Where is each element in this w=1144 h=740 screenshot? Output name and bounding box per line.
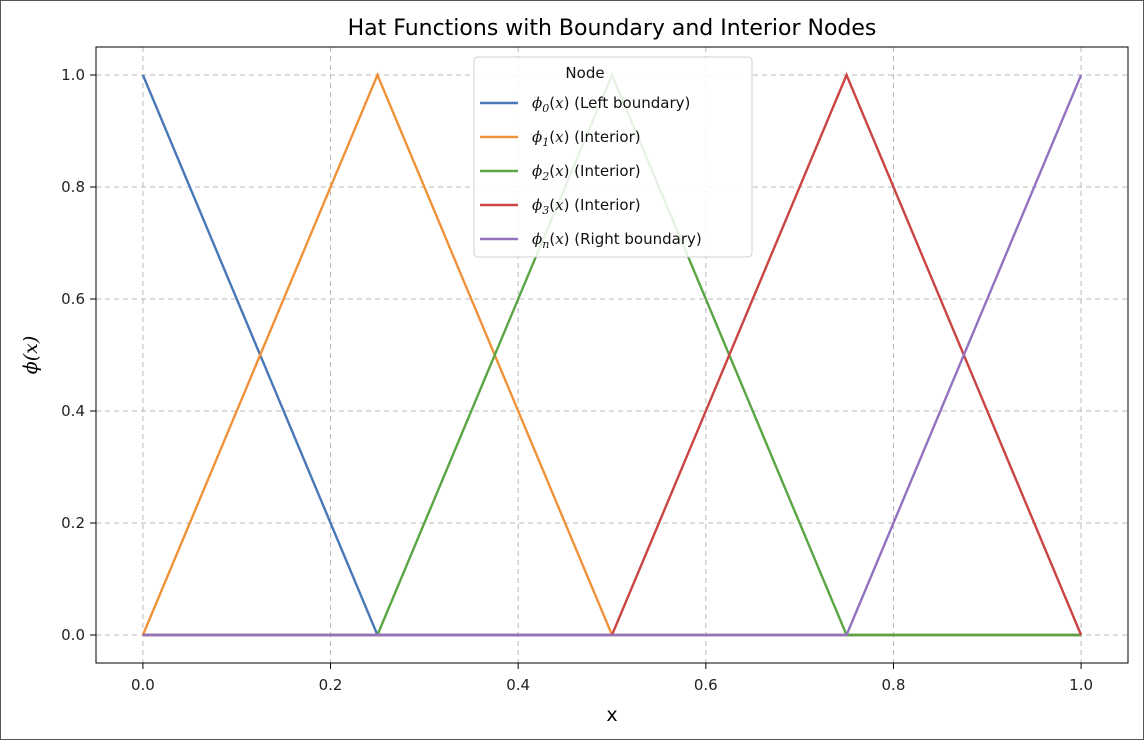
legend-entry-1: ϕ1(x) (Interior)	[532, 128, 641, 149]
legend: Node ϕ0(x) (Left boundary) ϕ1(x) (Interior…	[473, 56, 753, 258]
x-tick-label: 0.8	[882, 676, 906, 694]
legend-entry-0: ϕ0(x) (Left boundary)	[532, 94, 690, 115]
y-tick-label: 0.2	[61, 514, 85, 532]
x-tick-label: 1.0	[1069, 676, 1093, 694]
plot-area-border	[95, 46, 1129, 664]
y-tick-label: 0.0	[61, 626, 85, 644]
legend-entry-2: ϕ2(x) (Interior)	[532, 162, 641, 183]
chart-title: Hat Functions with Boundary and Interior…	[348, 16, 877, 41]
x-tick-label: 0.2	[319, 676, 343, 694]
y-tick-label: 0.8	[61, 178, 85, 196]
axis-ticks: 0.0 0.2 0.4 0.6 0.8 1.0 0.0 0.2 0.4 0.6 0.8 1.0	[61, 66, 1093, 694]
series-line-n	[142, 74, 1083, 637]
legend-title: Node	[565, 64, 604, 82]
legend-box	[473, 56, 753, 258]
x-axis-label: x	[606, 704, 617, 726]
y-tick-label: 0.4	[61, 402, 85, 420]
x-tick-label: 0.0	[131, 676, 155, 694]
series-lines	[141, 71, 1083, 637]
x-tick-label: 0.4	[506, 676, 530, 694]
y-tick-label: 0.6	[61, 290, 85, 308]
y-axis-label: ϕ(x)	[20, 336, 42, 375]
x-tick-label: 0.6	[694, 676, 718, 694]
legend-entry-n: ϕn(x) (Right boundary)	[532, 230, 702, 251]
legend-entry-3: ϕ3(x) (Interior)	[532, 196, 641, 217]
y-tick-label: 1.0	[61, 66, 85, 84]
